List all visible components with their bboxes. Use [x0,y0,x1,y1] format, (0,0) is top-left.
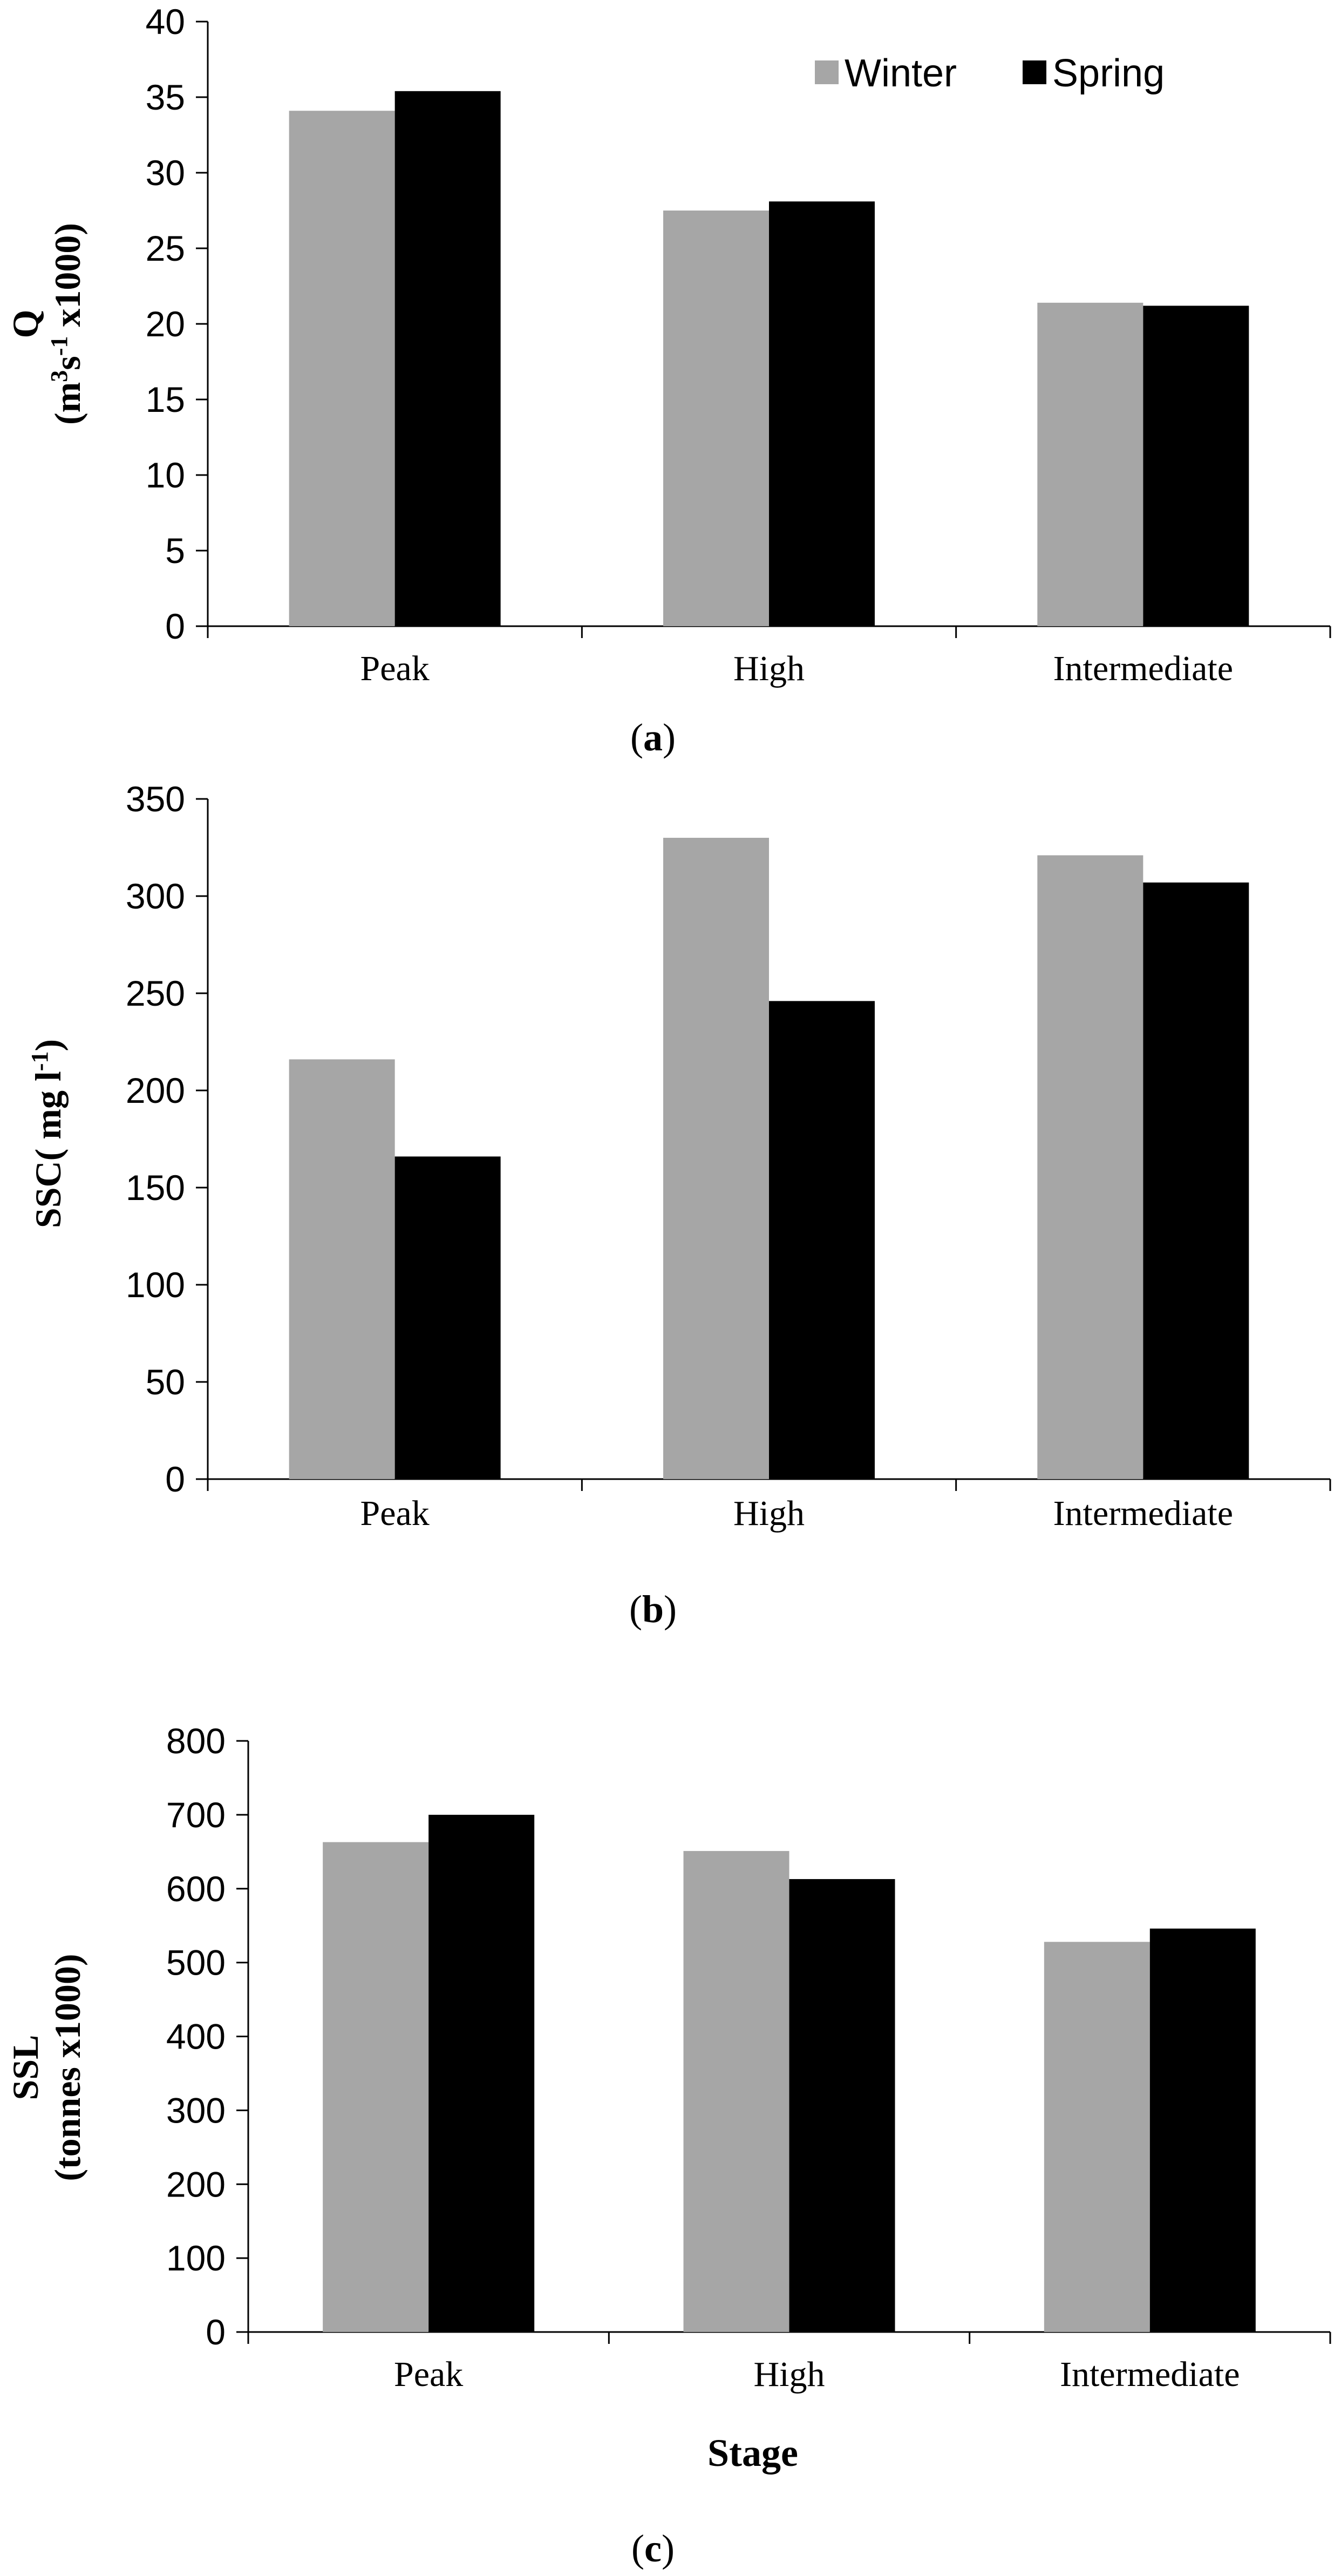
x-category-label-ssc: Intermediate [1053,1494,1233,1533]
x-axis-label-stage: Stage [707,2431,798,2475]
bar-ssl-winter-high [683,1850,789,2332]
y-axis-label-q-line2: (m3s-1 x1000) [46,223,89,425]
y-tick-label-q: 0 [165,606,185,646]
legend-swatch-winter [815,60,839,84]
x-category-label-q: High [733,649,805,688]
panel-label-b: (b) [629,1588,677,1631]
bar-q-spring-peak [394,91,501,627]
y-tick-label-ssc: 300 [126,876,185,916]
bar-q-spring-high [769,201,875,626]
y-tick-label-q: 40 [146,2,185,42]
legend-label-spring: Spring [1052,52,1165,95]
y-axis-label-ssc: SSC( mg l-1) [26,1039,69,1228]
y-tick-label-ssc: 350 [126,779,185,819]
chart-ssl: 0 100 200 300 400 500 600 700 800 Peak High Interme… [166,1721,1331,2394]
y-axis-label-ssl-line2: (tonnes x1000) [47,1954,88,2181]
bar-q-spring-intermediate [1143,306,1249,626]
y-tick-label-ssc: 150 [126,1168,185,1208]
y-tick-label-ssc: 100 [126,1265,185,1305]
panel-label-c: (c) [631,2527,675,2570]
y-tick-label-ssc: 250 [126,973,185,1013]
x-category-label-ssl: Peak [394,2355,463,2394]
y-tick-label-ssc: 200 [126,1070,185,1110]
x-category-label-q: Peak [360,649,430,688]
legend: Winter Spring [815,52,1165,95]
legend-label-winter: Winter [845,52,957,95]
y-tick-label-ssl: 200 [166,2164,226,2204]
y-tick-label-ssc: 0 [165,1459,185,1499]
y-tick-label-q: 20 [146,304,185,344]
y-tick-label-ssl: 300 [166,2090,226,2130]
bar-ssl-spring-intermediate [1149,1928,1256,2332]
bar-q-winter-intermediate [1037,302,1143,626]
y-tick-label-q: 5 [165,531,185,571]
bar-ssc-spring-high [769,1001,875,1479]
chart-q-discharge: 0 5 10 15 20 25 30 35 40 Peak High Intermediate [146,2,1331,688]
bar-ssl-spring-high [789,1879,895,2332]
y-tick-label-ssl: 0 [206,2312,226,2352]
legend-swatch-spring [1023,60,1046,84]
bar-ssc-spring-peak [394,1156,501,1479]
y-tick-label-ssl: 800 [166,1721,226,1761]
panel-label-a: (a) [630,716,676,759]
bar-ssc-spring-intermediate [1143,882,1249,1479]
bar-q-winter-high [663,211,769,626]
bar-ssc-winter-peak [289,1059,395,1479]
bar-ssl-spring-peak [428,1814,535,2332]
y-tick-label-q: 15 [146,379,185,419]
y-tick-label-q: 30 [146,153,185,193]
x-category-label-ssl: High [754,2355,825,2394]
y-tick-label-ssl: 600 [166,1869,226,1909]
bar-q-winter-peak [289,111,395,626]
x-category-label-ssc: High [733,1494,805,1533]
y-axis-label-q-line1: Q [5,310,46,338]
x-category-label-ssl: Intermediate [1060,2355,1240,2394]
y-tick-label-ssl: 700 [166,1795,226,1835]
x-category-label-ssc: Peak [360,1494,430,1533]
y-tick-label-q: 10 [146,455,185,495]
y-tick-label-ssl: 500 [166,1943,226,1983]
bar-ssc-winter-high [663,838,769,1479]
bar-ssl-winter-peak [323,1842,429,2332]
y-axis-label-ssl-line1: SSL [5,2035,46,2100]
bar-ssl-winter-intermediate [1044,1942,1150,2332]
y-tick-label-ssl: 400 [166,2017,226,2057]
x-category-label-q: Intermediate [1053,649,1233,688]
y-tick-label-ssl: 100 [166,2238,226,2278]
y-tick-label-q: 35 [146,77,185,117]
chart-ssc: 0 50 100 150 200 250 300 350 Peak High Intermediat… [126,779,1331,1533]
y-tick-label-q: 25 [146,228,185,268]
bar-ssc-winter-intermediate [1037,855,1143,1479]
y-tick-label-ssc: 50 [146,1362,185,1402]
